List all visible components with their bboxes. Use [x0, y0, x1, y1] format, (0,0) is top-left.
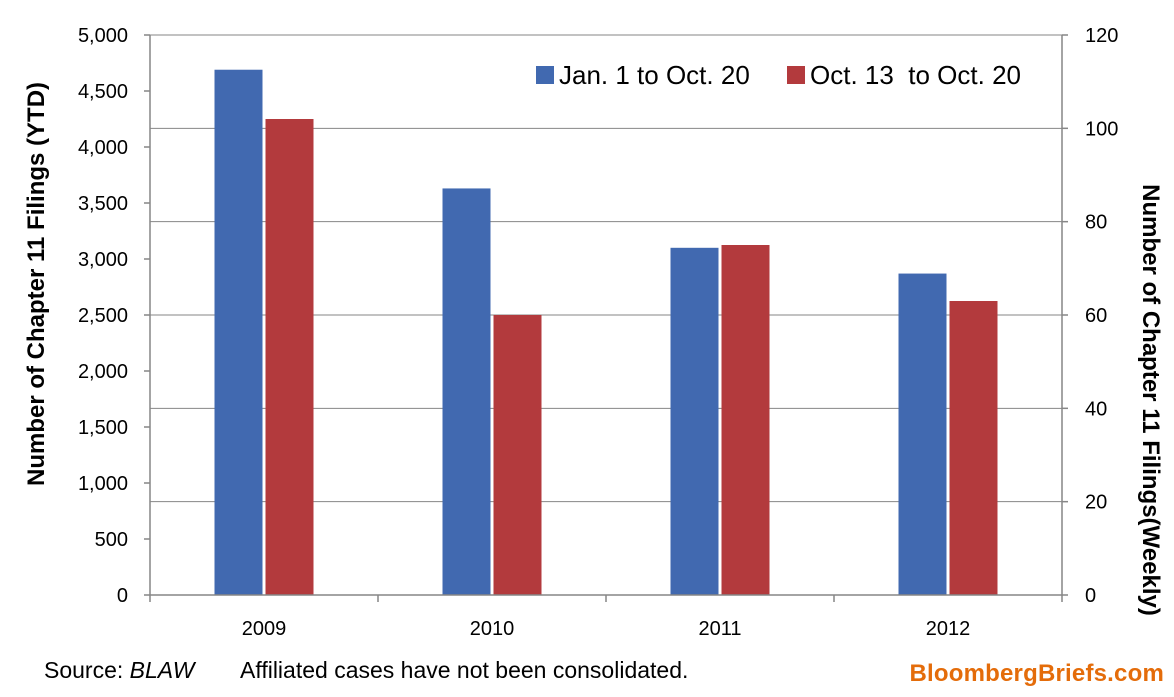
bar-ytd-2012: [898, 273, 947, 595]
y-tick-label-right: 100: [1085, 118, 1118, 140]
y-tick-label-left: 2,000: [78, 361, 128, 383]
axes: [144, 34, 1068, 602]
bar-ytd-2011: [670, 247, 719, 596]
bar-weekly-2012: [949, 301, 998, 595]
y-tick-label-left: 3,000: [78, 249, 128, 271]
bar-ytd-2010: [442, 188, 491, 595]
x-tick-label: 2011: [698, 618, 741, 640]
y-tick-label-left: 1,500: [78, 417, 128, 439]
bar-ytd-2009: [214, 69, 263, 596]
bars: [214, 69, 998, 596]
x-tick-label: 2009: [242, 618, 287, 640]
y-tick-label-left: 5,000: [78, 25, 128, 47]
x-tick-label: 2012: [926, 618, 971, 640]
y-tick-label-left: 0: [117, 585, 128, 607]
y-tick-label-left: 2,500: [78, 305, 128, 327]
y-axis-title-left: Number of Chapter 11 Filings (YTD): [23, 82, 50, 486]
source-name: BLAW: [129, 657, 195, 683]
y-tick-label-right: 40: [1085, 398, 1107, 420]
y-tick-label-left: 3,500: [78, 193, 128, 215]
bar-weekly-2011: [721, 245, 770, 595]
legend: Jan. 1 to Oct. 20 Oct. 13 to Oct. 20: [536, 60, 1021, 90]
y-tick-label-left: 4,500: [78, 81, 128, 103]
bar-weekly-2010: [493, 315, 542, 595]
brand-logo-text: BloombergBriefs.com: [909, 660, 1164, 687]
source-note: Source: BLAW: [44, 657, 194, 684]
y-tick-label-right: 60: [1085, 305, 1107, 327]
legend-swatch-ytd: [536, 66, 554, 84]
bar-weekly-2009: [265, 119, 314, 595]
legend-swatch-weekly: [787, 66, 805, 84]
tick-labels: 2009 2010 2011 201205001,0001,5002,0002,500…: [78, 25, 1118, 640]
y-tick-label-right: 120: [1085, 25, 1118, 47]
y-tick-label-left: 1,000: [78, 473, 128, 495]
x-tick-label: 2010: [470, 618, 515, 640]
source-prefix: Source:: [44, 657, 130, 683]
legend-label-weekly: Oct. 13 to Oct. 20: [810, 60, 1021, 90]
y-tick-label-right: 20: [1085, 492, 1107, 514]
y-tick-label-right: 0: [1085, 585, 1096, 607]
y-axis-title-right: Number of Chapter 11 Filings(Weekly): [1137, 184, 1164, 616]
footnote: Affiliated cases have not been consolida…: [240, 657, 689, 683]
y-tick-label-right: 80: [1085, 212, 1107, 234]
y-tick-label-left: 500: [95, 529, 128, 551]
y-tick-label-left: 4,000: [78, 137, 128, 159]
legend-label-ytd: Jan. 1 to Oct. 20: [559, 60, 750, 90]
